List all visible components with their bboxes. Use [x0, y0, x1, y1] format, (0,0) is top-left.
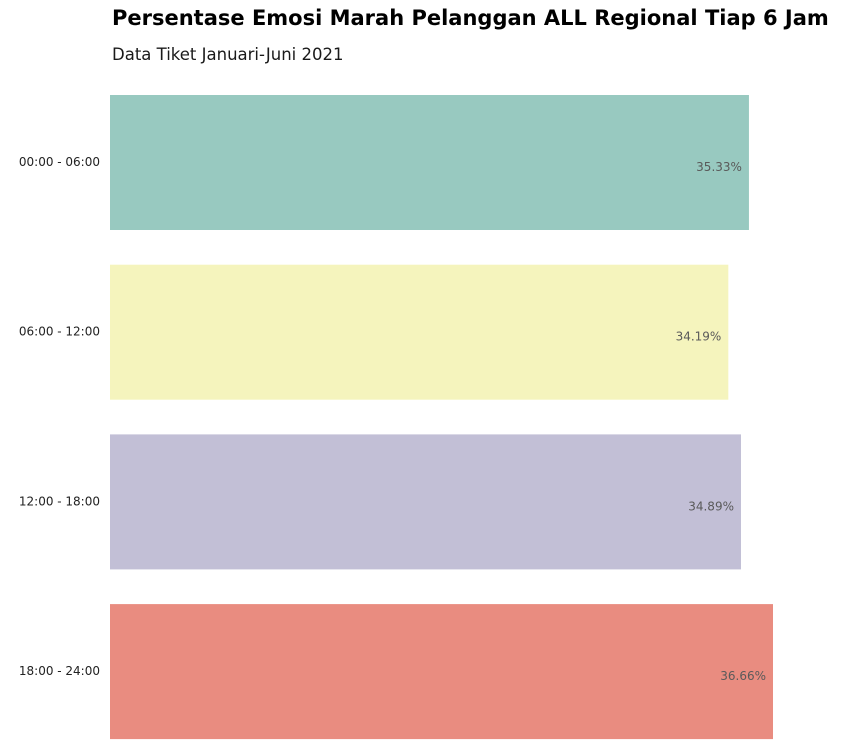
- bar-3: [110, 604, 773, 740]
- chart-title: Persentase Emosi Marah Pelanggan ALL Reg…: [112, 6, 829, 30]
- bar-1: [110, 264, 729, 400]
- category-label-3: 18:00 - 24:00: [19, 664, 100, 678]
- labels-layer: 00:00 - 06:00 35.33% 06:00 - 12:00 34.19% 12…: [19, 155, 766, 683]
- bar-2: [110, 434, 741, 570]
- value-label-1: 34.19%: [676, 330, 722, 344]
- value-label-0: 35.33%: [696, 160, 742, 174]
- value-label-2: 34.89%: [688, 499, 734, 513]
- category-label-0: 00:00 - 06:00: [19, 155, 100, 169]
- category-label-1: 06:00 - 12:00: [19, 325, 100, 339]
- chart-subtitle: Data Tiket Januari-Juni 2021: [112, 45, 344, 64]
- category-label-2: 12:00 - 18:00: [19, 494, 100, 508]
- bars-layer: [110, 95, 773, 740]
- value-label-3: 36.66%: [720, 669, 766, 683]
- bar-0: [110, 95, 749, 230]
